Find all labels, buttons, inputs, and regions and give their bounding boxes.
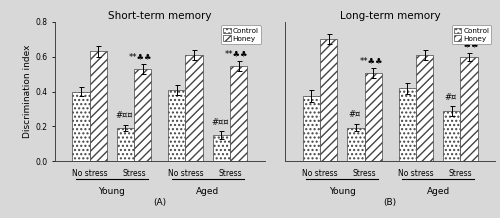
Text: No stress: No stress — [302, 169, 338, 178]
Bar — [364, 73, 382, 161]
Text: (A): (A) — [153, 198, 166, 207]
Text: Stress: Stress — [122, 169, 146, 178]
Text: Aged: Aged — [196, 187, 220, 196]
Bar — [134, 69, 152, 161]
Text: No stress: No stress — [398, 169, 434, 178]
Bar — [348, 128, 364, 161]
Text: Aged: Aged — [426, 187, 450, 196]
Bar — [460, 57, 477, 161]
Bar — [212, 135, 230, 161]
Bar — [230, 66, 247, 161]
Text: **♣♣: **♣♣ — [225, 49, 248, 58]
Legend: Control, Honey: Control, Honey — [221, 26, 261, 44]
Text: #¤¤: #¤¤ — [212, 118, 229, 127]
Title: Long-term memory: Long-term memory — [340, 11, 440, 21]
Text: #¤¤: #¤¤ — [116, 111, 133, 120]
Bar — [320, 39, 338, 161]
Bar — [117, 128, 134, 161]
Text: **♣♣: **♣♣ — [129, 52, 152, 61]
Text: #¤: #¤ — [348, 111, 361, 119]
Text: Stress: Stress — [448, 169, 472, 178]
Bar — [72, 92, 90, 161]
Text: **♣♣: **♣♣ — [456, 41, 479, 50]
Y-axis label: Discrimination index: Discrimination index — [24, 45, 32, 138]
Bar — [443, 111, 460, 161]
Text: **♣♣: **♣♣ — [360, 56, 383, 65]
Text: No stress: No stress — [72, 169, 108, 178]
Legend: Control, Honey: Control, Honey — [452, 26, 492, 44]
Bar — [168, 90, 186, 161]
Bar — [303, 96, 320, 161]
Text: #¤: #¤ — [444, 92, 456, 102]
Bar — [186, 55, 202, 161]
Text: Young: Young — [329, 187, 356, 196]
Text: Stress: Stress — [218, 169, 242, 178]
Text: Stress: Stress — [353, 169, 376, 178]
Bar — [416, 55, 433, 161]
Text: No stress: No stress — [168, 169, 203, 178]
Bar — [90, 51, 107, 161]
Text: Young: Young — [98, 187, 126, 196]
Bar — [398, 89, 416, 161]
Text: (B): (B) — [384, 198, 397, 207]
Title: Short-term memory: Short-term memory — [108, 11, 212, 21]
